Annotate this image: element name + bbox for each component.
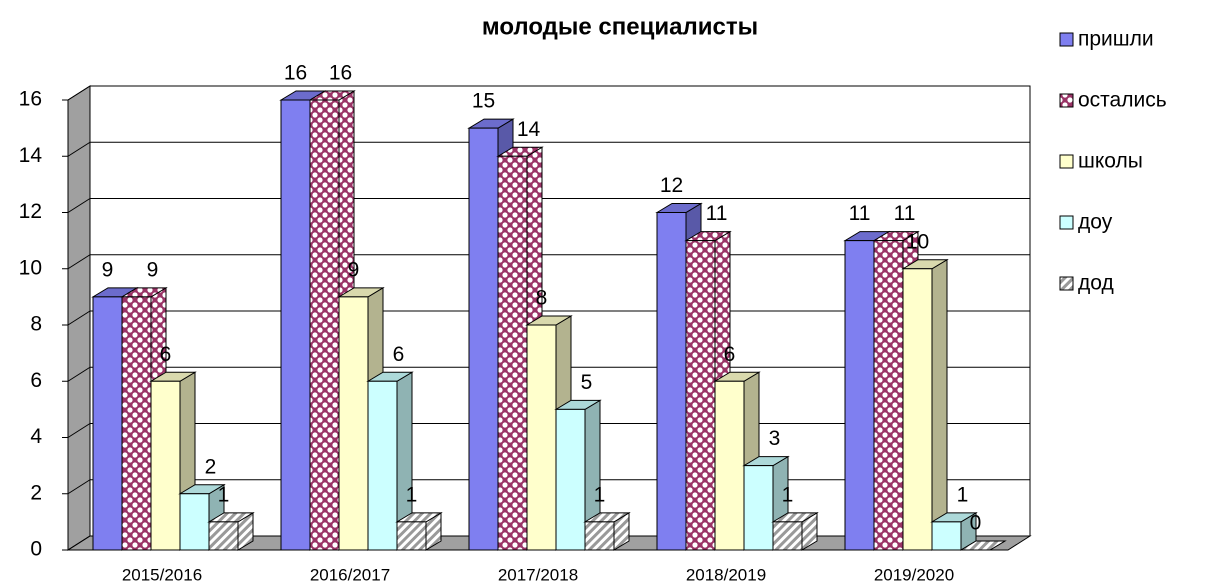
x-tick-label: 2017/2018 — [498, 565, 578, 584]
bar-front — [92, 296, 123, 551]
value-label: 0 — [970, 512, 982, 535]
bar-front — [743, 465, 774, 551]
bar-front — [309, 99, 340, 551]
grid-line-side — [67, 85, 91, 101]
value-label: 16 — [284, 62, 307, 85]
value-label: 6 — [160, 343, 172, 366]
grid-line-side — [67, 535, 91, 551]
bar-front — [772, 521, 803, 551]
y-tick-label: 12 — [19, 200, 42, 223]
value-label: 9 — [102, 258, 114, 281]
bar-front — [208, 521, 239, 551]
y-tick-label: 8 — [30, 313, 42, 336]
bar-front — [873, 240, 904, 551]
bar — [771, 511, 819, 551]
bar-front — [280, 99, 311, 551]
y-tick-label: 0 — [30, 538, 42, 561]
y-tick-label: 14 — [19, 144, 43, 167]
value-label: 3 — [769, 427, 781, 450]
legend-label: школы — [1078, 150, 1143, 173]
y-tick-label: 6 — [30, 369, 42, 392]
legend-swatch — [1059, 215, 1074, 230]
legend-label: остались — [1078, 89, 1167, 112]
y-tick-label: 2 — [30, 481, 42, 504]
y-tick-label: 10 — [19, 256, 42, 279]
bar-front — [367, 380, 398, 551]
value-label: 5 — [581, 371, 593, 394]
bar-front — [526, 324, 557, 551]
legend-swatch — [1059, 93, 1074, 108]
bar — [395, 511, 443, 551]
bar-front — [150, 380, 181, 551]
bar-top — [959, 540, 1007, 551]
x-tick-label: 2016/2017 — [310, 565, 390, 584]
value-label: 11 — [706, 202, 728, 225]
bar — [207, 511, 255, 551]
legend-swatch — [1059, 154, 1074, 169]
bar — [959, 540, 1007, 551]
value-label: 12 — [660, 174, 683, 197]
bar-front — [555, 408, 586, 551]
bar-side — [931, 258, 948, 551]
bar-front — [931, 521, 962, 551]
bar-front — [584, 521, 615, 551]
legend-label: дод — [1078, 272, 1114, 295]
value-label: 1 — [218, 483, 230, 506]
value-label: 1 — [594, 483, 606, 506]
x-tick-label: 2019/2020 — [874, 565, 954, 584]
bar-front — [121, 296, 152, 551]
bar — [366, 371, 414, 551]
value-label: 1 — [406, 483, 418, 506]
bar-front — [497, 155, 528, 551]
value-label: 11 — [894, 202, 916, 225]
bar-front — [656, 212, 687, 551]
value-label: 9 — [147, 258, 159, 281]
value-label: 10 — [906, 230, 929, 253]
chart-title: молодые специалисты — [482, 13, 758, 40]
bar-front — [468, 127, 499, 551]
grid-line-side — [67, 423, 91, 438]
value-label: 16 — [329, 62, 352, 85]
value-label: 6 — [393, 343, 405, 366]
grid-line-side — [67, 254, 91, 270]
x-tick-label: 2018/2019 — [686, 565, 766, 584]
value-label: 8 — [536, 287, 548, 310]
value-label: 6 — [724, 343, 736, 366]
legend-label: доу — [1078, 211, 1113, 234]
value-label: 11 — [849, 202, 871, 225]
value-label: 9 — [348, 258, 360, 281]
bar-front — [179, 493, 210, 551]
y-tick-label: 4 — [30, 425, 42, 448]
bar-front — [396, 521, 427, 551]
value-label: 14 — [517, 118, 541, 141]
value-label: 15 — [472, 90, 495, 113]
bar-front — [338, 296, 369, 551]
bar — [583, 511, 631, 551]
grid-line-side — [67, 198, 91, 213]
bar-front — [714, 380, 745, 551]
bar — [901, 258, 949, 551]
bar-front — [844, 240, 875, 551]
legend-label: пришли — [1078, 28, 1154, 51]
y-tick-label: 16 — [19, 88, 42, 111]
grid-line-side — [67, 479, 91, 495]
x-tick-label: 2015/2016 — [122, 565, 202, 584]
bar-front — [902, 268, 933, 551]
bar — [930, 511, 978, 551]
grid-line-side — [67, 366, 91, 382]
value-label: 1 — [782, 483, 794, 506]
legend-swatch — [1059, 276, 1074, 291]
bar-front — [685, 240, 716, 551]
bar — [554, 399, 602, 551]
grid-line-side — [67, 141, 91, 157]
legend-swatch — [1059, 32, 1074, 47]
grid-line-side — [67, 310, 91, 326]
value-label: 1 — [957, 483, 969, 506]
value-label: 2 — [205, 455, 217, 478]
